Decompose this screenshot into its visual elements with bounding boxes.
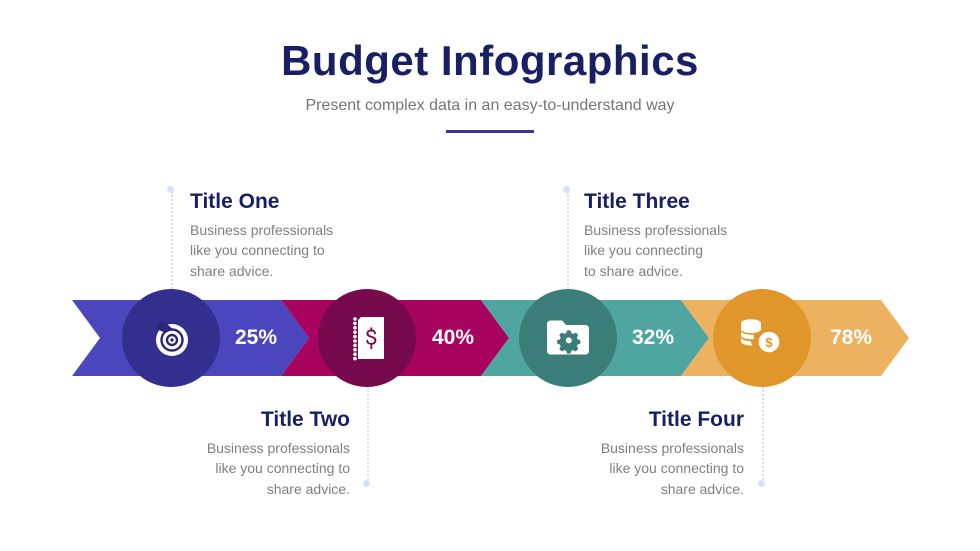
svg-text:$: $ (765, 335, 773, 350)
